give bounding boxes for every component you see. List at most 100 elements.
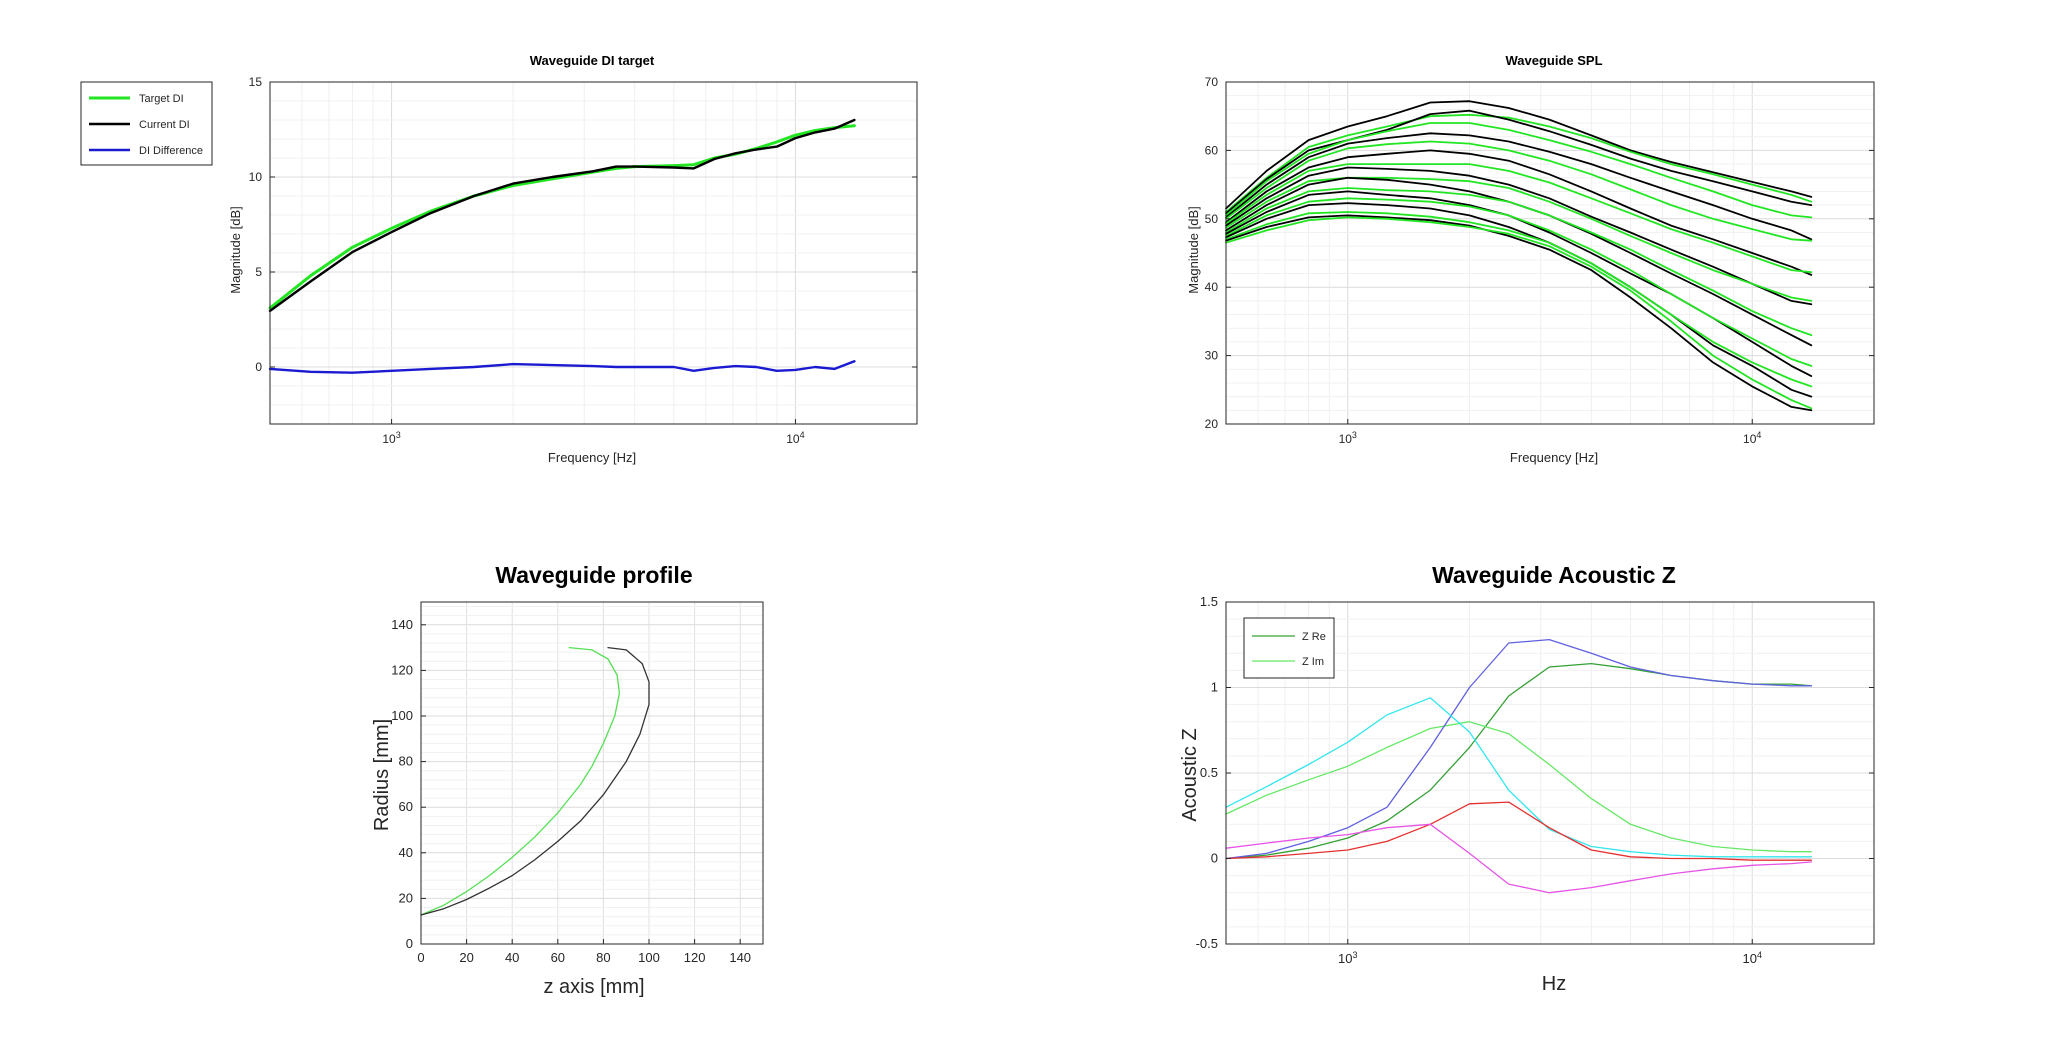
x-tick-label: 104 — [786, 430, 804, 446]
x-tick-label: 103 — [1338, 950, 1357, 966]
x-tick-label: 80 — [596, 950, 610, 965]
plot-area — [420, 646, 650, 916]
series-line-8 — [1225, 163, 1813, 274]
y-tick-label: 30 — [1205, 349, 1219, 363]
series-line-4 — [1225, 697, 1812, 858]
x-tick-label: 104 — [1743, 430, 1761, 446]
series-line-10 — [1225, 176, 1813, 302]
legend-entry-target-di: Target DI — [139, 93, 184, 105]
series-line-2 — [420, 646, 650, 916]
x-tick-label: 60 — [551, 950, 565, 965]
series-line-18 — [1225, 216, 1813, 410]
series-line-2 — [268, 118, 856, 313]
legend: Target DI Current DI DI Difference — [80, 81, 213, 166]
series-line-3 — [1225, 109, 1813, 215]
y-tick-label: 70 — [1205, 75, 1219, 89]
x-tick-label: 40 — [505, 950, 519, 965]
panel-di-target: Waveguide DI target Frequency [Hz] Magni… — [80, 53, 918, 465]
axes-frame — [269, 81, 918, 425]
y-tick-label: 10 — [249, 170, 263, 184]
series-line-5 — [1225, 801, 1812, 861]
series-line-6 — [1225, 140, 1813, 242]
series-line-15 — [1225, 202, 1813, 398]
y-axis-label: Magnitude [dB] — [1186, 206, 1201, 293]
y-axis-label: Radius [mm] — [371, 719, 393, 831]
legend-entry-z-im: Z Im — [1302, 656, 1324, 668]
series-line-6 — [1225, 823, 1812, 894]
y-tick-label: 15 — [249, 75, 263, 89]
x-tick-label: 104 — [1742, 950, 1761, 966]
x-axis-label: Frequency [Hz] — [548, 450, 636, 465]
x-tick-label: 20 — [459, 950, 473, 965]
series-line-3 — [268, 360, 856, 374]
series-line-3 — [1225, 638, 1812, 860]
plot-area — [268, 118, 856, 374]
panel-spl: Waveguide SPL Frequency [Hz] Magnitude [… — [1186, 53, 1875, 465]
series-line-2 — [1225, 113, 1813, 213]
axis-ticks: 0 5 10 15 103 104 — [249, 75, 917, 446]
axis-ticks: -0.5 0 0.5 1 1.5 103 104 — [1196, 594, 1874, 966]
y-tick-label: -0.5 — [1196, 936, 1218, 951]
panel-acoustic-z: Waveguide Acoustic Z Hz Acoustic Z -0.5 0… — [1179, 562, 1875, 995]
x-tick-label: 100 — [638, 950, 660, 965]
axis-ticks: 20 30 40 50 60 70 103 104 — [1205, 75, 1874, 446]
series-line-16 — [1225, 211, 1813, 388]
grid — [420, 602, 763, 945]
legend-box — [1243, 617, 1335, 679]
series-line-4 — [1225, 122, 1813, 219]
plot-area — [1225, 638, 1812, 894]
plot-area — [1225, 100, 1813, 412]
chart-title: Waveguide DI target — [530, 53, 655, 68]
legend: Z Re Z Im — [1243, 617, 1335, 679]
y-tick-label: 40 — [1205, 280, 1219, 294]
series-line-2 — [1225, 721, 1812, 853]
y-tick-label: 1.5 — [1200, 594, 1218, 609]
series-line-12 — [1225, 187, 1813, 336]
y-tick-label: 0.5 — [1200, 765, 1218, 780]
series-line-9 — [1225, 166, 1813, 306]
panel-profile: Waveguide profile z axis [mm] Radius [mm… — [371, 562, 764, 998]
y-tick-label: 0 — [406, 936, 413, 951]
y-tick-label: 50 — [1205, 212, 1219, 226]
x-axis-label: Frequency [Hz] — [1510, 450, 1598, 465]
axes-frame — [420, 601, 764, 945]
series-line-1 — [268, 124, 856, 310]
y-tick-label: 5 — [255, 265, 262, 279]
series-line-17 — [1225, 214, 1813, 412]
x-tick-label: 103 — [382, 430, 400, 446]
x-axis-label: Hz — [1542, 973, 1566, 995]
x-axis-label: z axis [mm] — [543, 976, 644, 998]
chart-title: Waveguide SPL — [1505, 53, 1602, 68]
y-tick-label: 100 — [391, 708, 413, 723]
chart-title: Waveguide Acoustic Z — [1432, 562, 1676, 588]
axes-frame — [1225, 81, 1875, 425]
y-tick-label: 60 — [1205, 143, 1219, 157]
y-tick-label: 60 — [399, 799, 413, 814]
y-tick-label: 80 — [399, 754, 413, 769]
y-tick-label: 20 — [1205, 417, 1219, 431]
series-line-13 — [1225, 190, 1813, 377]
x-tick-label: 120 — [684, 950, 706, 965]
legend-entry-di-difference: DI Difference — [139, 145, 203, 157]
legend-entry-z-re: Z Re — [1302, 631, 1326, 643]
y-tick-label: 20 — [399, 890, 413, 905]
series-line-5 — [1225, 132, 1813, 241]
y-tick-label: 1 — [1211, 680, 1218, 695]
series-line-7 — [1225, 149, 1813, 276]
series-line-1 — [1225, 100, 1813, 210]
y-tick-label: 120 — [391, 662, 413, 677]
y-tick-label: 140 — [391, 617, 413, 632]
chart-title: Waveguide profile — [495, 562, 692, 588]
y-tick-label: 0 — [1211, 851, 1218, 866]
series-line-11 — [1225, 176, 1813, 347]
y-tick-label: 40 — [399, 845, 413, 860]
x-tick-label: 0 — [417, 950, 424, 965]
y-axis-label: Magnitude [dB] — [228, 206, 243, 293]
x-tick-label: 103 — [1339, 430, 1357, 446]
axis-ticks: 0 20 40 60 80 100 120 140 0 20 40 60 80 100 120 140 — [391, 617, 751, 965]
y-tick-label: 0 — [255, 360, 262, 374]
legend-entry-current-di: Current DI — [139, 119, 190, 131]
series-line-1 — [420, 646, 621, 916]
y-axis-label: Acoustic Z — [1179, 728, 1201, 821]
